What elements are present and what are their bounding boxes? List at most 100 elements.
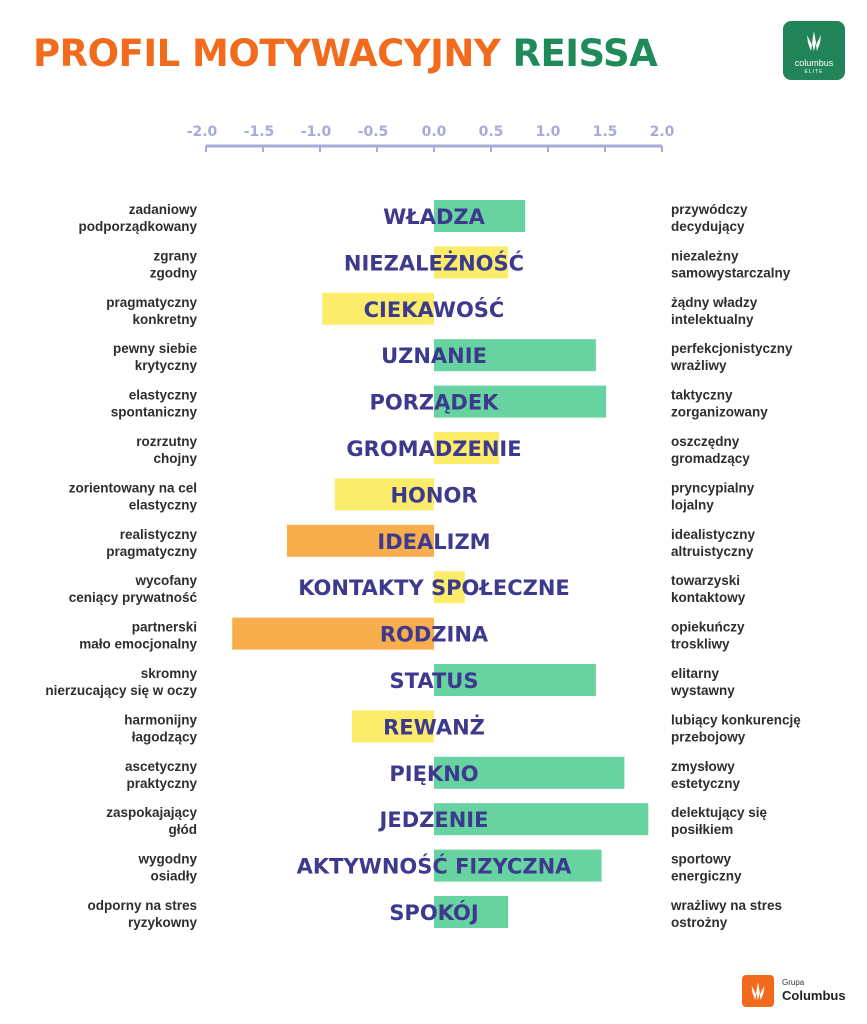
category-label: UZNANIE	[381, 344, 487, 368]
category-label: AKTYWNOŚĆ FIZYCZNA	[297, 854, 573, 879]
bar	[434, 803, 649, 836]
bar	[434, 385, 607, 418]
x-axis-tick-label: -1.5	[244, 124, 275, 140]
right-trait-label: decydujący	[671, 219, 745, 234]
x-axis-tick-label: -1.0	[301, 124, 332, 140]
left-trait-label: pragmatyczny	[106, 295, 197, 310]
bar	[434, 571, 465, 604]
category-label: GROMADZENIE	[346, 437, 521, 461]
columbus-mark-icon	[742, 975, 774, 1007]
columbus-elite-logo: columbus ELITE	[783, 21, 845, 80]
category-label: IDEALIZM	[377, 530, 490, 554]
left-trait-label: zadaniowy	[129, 202, 198, 217]
right-trait-label: elitarny	[671, 666, 720, 681]
category-label: JEDZENIE	[378, 808, 489, 832]
right-trait-label: sportowy	[671, 852, 731, 867]
bar	[232, 617, 434, 650]
bar	[434, 849, 602, 882]
left-trait-label: łagodzący	[132, 729, 198, 744]
right-trait-label: przywódczy	[671, 202, 748, 217]
category-label: SPOKÓJ	[389, 900, 478, 925]
left-trait-label: wygodny	[137, 852, 197, 867]
right-trait-label: energiczny	[671, 869, 742, 884]
left-trait-label: nierzucający się w oczy	[45, 683, 197, 698]
left-trait-label: konkretny	[132, 312, 197, 327]
left-trait-label: ceniący prywatność	[69, 590, 198, 605]
x-axis-tick-label: 1.0	[536, 124, 561, 140]
category-label: PORZĄDEK	[370, 391, 500, 415]
right-trait-label: samowystarczalny	[671, 265, 791, 280]
grupa-columbus-logo: Grupa Columbus	[742, 975, 852, 1007]
left-trait-label: ascetyczny	[125, 759, 198, 774]
right-trait-label: przebojowy	[671, 729, 746, 744]
right-trait-label: lubiący konkurencję	[671, 712, 801, 727]
right-trait-label: zmysłowy	[671, 759, 735, 774]
bar	[322, 292, 434, 325]
left-trait-label: zaspokajający	[106, 805, 197, 820]
category-label: NIEZALEŻNOŚĆ	[344, 250, 524, 275]
columbus-mark-icon	[807, 31, 821, 51]
bar	[434, 896, 509, 928]
right-trait-label: opiekuńczy	[671, 620, 745, 635]
left-trait-label: rozrzutny	[136, 434, 197, 449]
left-trait-label: pewny siebie	[113, 341, 198, 356]
x-axis-tick-label: -2.0	[187, 124, 218, 140]
right-trait-label: wrażliwy na stres	[670, 898, 782, 913]
right-trait-label: żądny władzy	[671, 295, 758, 310]
right-trait-label: ostrożny	[671, 915, 728, 930]
right-trait-label: lojalny	[671, 497, 714, 512]
logo-bottom-grupa: Grupa	[782, 978, 805, 987]
left-trait-label: ryzykowny	[128, 915, 198, 930]
right-trait-label: intelektualny	[671, 312, 754, 327]
left-trait-label: skromny	[141, 666, 198, 681]
category-label: STATUS	[390, 669, 479, 693]
category-label: HONOR	[390, 483, 477, 507]
right-trait-label: wystawny	[670, 683, 735, 698]
left-trait-label: chojny	[153, 451, 197, 466]
left-trait-label: elastyczny	[129, 497, 198, 512]
left-trait-label: krytyczny	[135, 358, 198, 373]
x-axis-tick-label: -0.5	[358, 124, 389, 140]
left-trait-label: mało emocjonalny	[79, 637, 197, 652]
right-trait-label: posiłkiem	[671, 822, 733, 837]
left-trait-label: osiadły	[150, 869, 197, 884]
category-label: REWANŻ	[383, 714, 485, 739]
left-trait-label: elastyczny	[129, 388, 198, 403]
left-trait-label: pragmatyczny	[106, 544, 197, 559]
category-label: CIEKAWOŚĆ	[364, 297, 505, 322]
left-trait-label: zorientowany na cel	[69, 480, 197, 495]
left-trait-label: praktyczny	[126, 776, 197, 791]
x-axis-tick-label: 0.5	[479, 124, 504, 140]
left-trait-label: wycofany	[134, 573, 197, 588]
right-trait-label: altruistyczny	[671, 544, 754, 559]
bar	[434, 339, 596, 372]
category-label: KONTAKTY SPOŁECZNE	[298, 576, 570, 600]
right-trait-label: taktyczny	[671, 388, 733, 403]
right-trait-label: oszczędny	[671, 434, 740, 449]
bar	[434, 432, 499, 464]
x-axis-tick-label: 0.0	[422, 124, 447, 140]
left-trait-label: realistyczny	[120, 527, 198, 542]
category-label: WŁADZA	[383, 205, 486, 229]
x-axis-tick-label: 1.5	[593, 124, 618, 140]
left-trait-label: głód	[169, 822, 198, 837]
right-trait-label: gromadzący	[671, 451, 750, 466]
bar	[434, 664, 596, 696]
left-trait-label: harmonijny	[124, 712, 197, 727]
bar	[434, 200, 526, 232]
right-trait-label: niezależny	[671, 248, 739, 263]
logo-top-sub: ELITE	[804, 69, 824, 75]
left-trait-label: partnerski	[132, 620, 197, 635]
right-trait-label: idealistyczny	[671, 527, 756, 542]
chart-title: PROFIL MOTYWACYJNY REISSA	[33, 32, 658, 75]
bar	[434, 246, 509, 279]
left-trait-label: zgrany	[153, 248, 197, 263]
right-trait-label: delektujący się	[671, 805, 768, 820]
category-label: PIĘKNO	[389, 762, 478, 786]
left-trait-label: odporny na stres	[87, 898, 197, 913]
left-trait-label: podporządkowany	[78, 219, 197, 234]
bar	[286, 524, 434, 557]
logo-top-word: columbus	[794, 58, 834, 68]
right-trait-label: perfekcjonistyczny	[671, 341, 793, 356]
